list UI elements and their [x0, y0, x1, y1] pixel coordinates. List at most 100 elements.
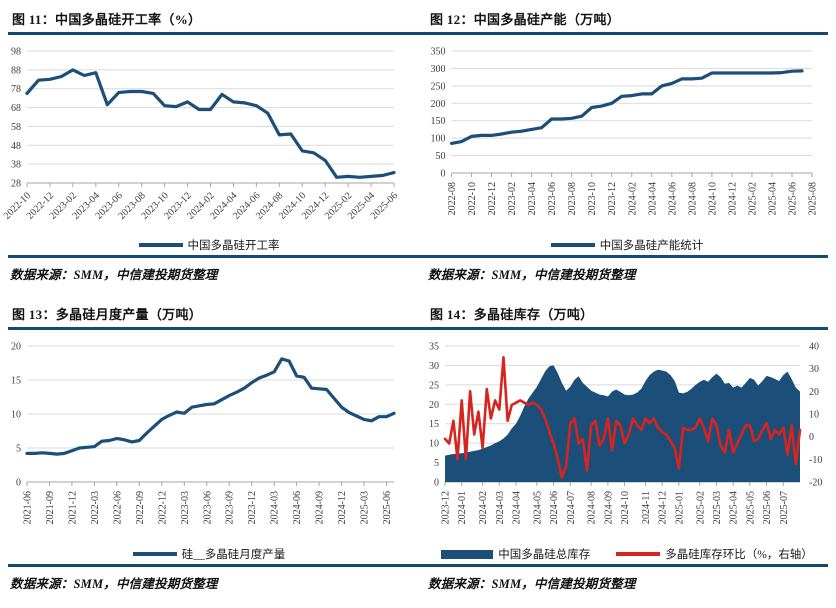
svg-text:2024-07: 2024-07	[566, 491, 577, 524]
svg-text:68: 68	[11, 103, 21, 114]
svg-text:150: 150	[431, 116, 446, 127]
svg-text:5: 5	[16, 444, 21, 455]
svg-text:2022-03: 2022-03	[90, 491, 101, 524]
svg-text:100: 100	[431, 134, 446, 145]
svg-text:200: 200	[431, 99, 446, 110]
svg-text:2024-06: 2024-06	[549, 491, 560, 524]
svg-text:0: 0	[434, 478, 439, 489]
figure-12-title: 图 12：中国多晶硅产能（万吨）	[430, 12, 621, 27]
legend-label: 硅__多晶硅月度产量	[181, 549, 286, 561]
svg-text:350: 350	[431, 47, 446, 58]
sources-row-2: 数据来源：SMM，中信建投期货整理 数据来源：SMM，中信建投期货整理	[0, 567, 836, 595]
svg-text:20: 20	[429, 400, 439, 411]
data-source-note: 数据来源：SMM，中信建投期货整理	[428, 577, 636, 591]
sources-row-1: 数据来源：SMM，中信建投期货整理 数据来源：SMM，中信建投期货整理	[0, 258, 836, 286]
svg-text:28: 28	[11, 179, 21, 190]
svg-text:2025-06: 2025-06	[787, 182, 798, 215]
svg-text:2024-01: 2024-01	[457, 491, 468, 524]
svg-text:2025-01: 2025-01	[674, 491, 685, 524]
legend-label: 中国多晶硅开工率	[187, 240, 280, 252]
svg-text:15: 15	[429, 419, 439, 430]
svg-text:2023-06: 2023-06	[547, 182, 558, 215]
svg-text:2025-03: 2025-03	[712, 491, 723, 524]
svg-text:250: 250	[431, 81, 446, 92]
svg-text:2025-02: 2025-02	[695, 491, 706, 524]
svg-text:98: 98	[11, 47, 21, 58]
svg-text:2024-12: 2024-12	[727, 182, 738, 215]
chart-cell-monthly-output: 0 5 10 15 20 2021-06 2021-09 2021-12 2022-03 2022…	[0, 330, 418, 563]
legend-label: 中国多晶硅总库存	[498, 549, 591, 561]
legend-line-swatch	[132, 552, 177, 556]
svg-text:50: 50	[436, 151, 446, 162]
svg-text:-10: -10	[809, 455, 822, 466]
operating-rate-chart: 28384858687888982022-102022-122023-02202…	[2, 47, 400, 222]
svg-text:2025-08: 2025-08	[808, 182, 819, 215]
svg-text:2023-06: 2023-06	[202, 491, 213, 524]
report-figures-page: 图 11：中国多晶硅开工率（%） 图 12：中国多晶硅产能（万吨） 28 38 48…	[0, 3, 836, 595]
svg-text:2024-08: 2024-08	[587, 491, 598, 524]
svg-text:2023-12: 2023-12	[247, 491, 258, 524]
titles-row-2: 图 13：多晶硅月度产量（万吨） 图 14：多晶硅库存（万吨）	[0, 298, 836, 326]
legend-line-swatch	[550, 243, 595, 247]
svg-text:2024-09: 2024-09	[315, 491, 326, 524]
svg-text:2024-02: 2024-02	[627, 182, 638, 215]
svg-text:2025-06: 2025-06	[382, 491, 393, 524]
svg-text:0: 0	[16, 478, 21, 489]
figure-14-title: 图 14：多晶硅库存（万吨）	[430, 307, 594, 322]
svg-text:2023-04: 2023-04	[527, 182, 538, 215]
source-divider-rule-1	[8, 255, 828, 258]
title-divider-rule-1	[8, 32, 828, 35]
svg-text:10: 10	[11, 410, 21, 421]
svg-text:2021-09: 2021-09	[45, 491, 56, 524]
titles-row-1: 图 11：中国多晶硅开工率（%） 图 12：中国多晶硅产能（万吨）	[0, 3, 836, 31]
svg-text:15: 15	[11, 376, 21, 387]
svg-text:2023-12: 2023-12	[607, 182, 618, 215]
monthly-output-chart: 0 5 10 15 20 2021-06 2021-09 2021-12 2022-03 2022…	[11, 342, 396, 524]
svg-text:2023-02: 2023-02	[507, 182, 518, 215]
svg-text:20: 20	[11, 342, 21, 353]
chart-cell-capacity: 0 50 100 150 200 250 300 350 2022-08 2022-10 2022-…	[418, 35, 836, 254]
data-source-note: 数据来源：SMM，中信建投期货整理	[10, 577, 218, 591]
data-source-note: 数据来源：SMM，中信建投期货整理	[428, 268, 636, 282]
legend-item: 中国多晶硅总库存	[441, 546, 590, 562]
svg-text:2023-03: 2023-03	[180, 491, 191, 524]
chart-cell-inventory: 0 5 10 15 20 25 30 35 40 30 20 10 0 -10 -20 2023-12 2024…	[418, 330, 836, 563]
svg-text:2024-11: 2024-11	[641, 491, 652, 524]
svg-text:300: 300	[431, 64, 446, 75]
row-spacer	[0, 286, 836, 298]
legend-line-swatch	[138, 243, 183, 247]
svg-text:2024-04: 2024-04	[512, 491, 523, 524]
capacity-legend: 中国多晶硅产能统计	[550, 236, 703, 254]
svg-text:10: 10	[429, 439, 439, 450]
charts-row-2: 0 5 10 15 20 2021-06 2021-09 2021-12 2022-03 2022…	[0, 330, 836, 563]
charts-row-1: 28 38 48 58 68 78 88 98 2022-10 2022-12 2023-02 202…	[0, 35, 836, 254]
svg-text:2022-12: 2022-12	[487, 182, 498, 215]
legend-line-swatch	[616, 552, 661, 556]
svg-text:2025-05: 2025-05	[745, 491, 756, 524]
svg-text:2024-06: 2024-06	[667, 182, 678, 215]
svg-text:2025-04: 2025-04	[767, 182, 778, 215]
svg-text:2024-05: 2024-05	[532, 491, 543, 524]
legend-item: 中国多晶硅开工率	[138, 237, 280, 253]
figure-11-title: 图 11：中国多晶硅开工率（%）	[12, 12, 202, 27]
svg-text:2023-12: 2023-12	[441, 491, 452, 524]
svg-text:2024-08: 2024-08	[687, 182, 698, 215]
svg-text:58: 58	[11, 122, 21, 133]
legend-label: 多晶硅库存环比（%，右轴）	[665, 549, 813, 561]
inventory-legend: 中国多晶硅总库存 多晶硅库存环比（%，右轴）	[441, 545, 813, 563]
inventory-chart: 0 5 10 15 20 25 30 35 40 30 20 10 0 -10 -20 2023-12 2024…	[429, 342, 822, 525]
chart-cell-operating-rate: 28 38 48 58 68 78 88 98 2022-10 2022-12 2023-02 202…	[0, 35, 418, 254]
svg-text:2022-09: 2022-09	[135, 491, 146, 524]
svg-text:2024-04: 2024-04	[647, 182, 658, 215]
svg-text:0: 0	[809, 432, 814, 443]
svg-text:2021-12: 2021-12	[67, 491, 78, 524]
svg-text:2024-10: 2024-10	[707, 182, 718, 215]
svg-text:78: 78	[11, 84, 21, 95]
svg-text:30: 30	[809, 364, 819, 375]
svg-text:40: 40	[809, 342, 819, 353]
title-divider-rule-2	[8, 327, 828, 330]
svg-text:0: 0	[441, 169, 446, 180]
legend-item: 硅__多晶硅月度产量	[132, 546, 286, 562]
svg-text:2024-10: 2024-10	[620, 491, 631, 524]
legend-item: 中国多晶硅产能统计	[550, 237, 703, 253]
